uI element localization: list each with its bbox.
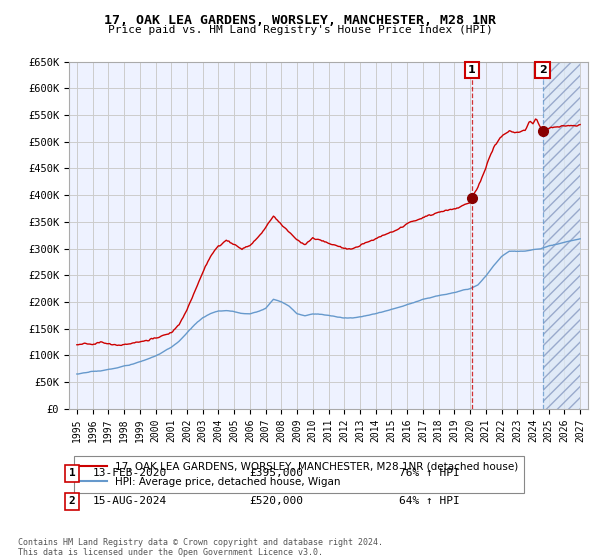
Text: 2: 2 <box>68 496 76 506</box>
Text: 1: 1 <box>468 65 476 75</box>
Text: £395,000: £395,000 <box>249 468 303 478</box>
Text: 13-FEB-2020: 13-FEB-2020 <box>93 468 167 478</box>
Text: 15-AUG-2024: 15-AUG-2024 <box>93 496 167 506</box>
Text: 17, OAK LEA GARDENS, WORSLEY, MANCHESTER, M28 1NR: 17, OAK LEA GARDENS, WORSLEY, MANCHESTER… <box>104 14 496 27</box>
Text: Contains HM Land Registry data © Crown copyright and database right 2024.
This d: Contains HM Land Registry data © Crown c… <box>18 538 383 557</box>
Text: 2: 2 <box>539 65 547 75</box>
Text: £520,000: £520,000 <box>249 496 303 506</box>
Legend: 17, OAK LEA GARDENS, WORSLEY, MANCHESTER, M28 1NR (detached house), HPI: Average: 17, OAK LEA GARDENS, WORSLEY, MANCHESTER… <box>74 456 524 493</box>
Text: 76% ↑ HPI: 76% ↑ HPI <box>399 468 460 478</box>
Text: 64% ↑ HPI: 64% ↑ HPI <box>399 496 460 506</box>
Text: 1: 1 <box>68 468 76 478</box>
Text: Price paid vs. HM Land Registry's House Price Index (HPI): Price paid vs. HM Land Registry's House … <box>107 25 493 35</box>
